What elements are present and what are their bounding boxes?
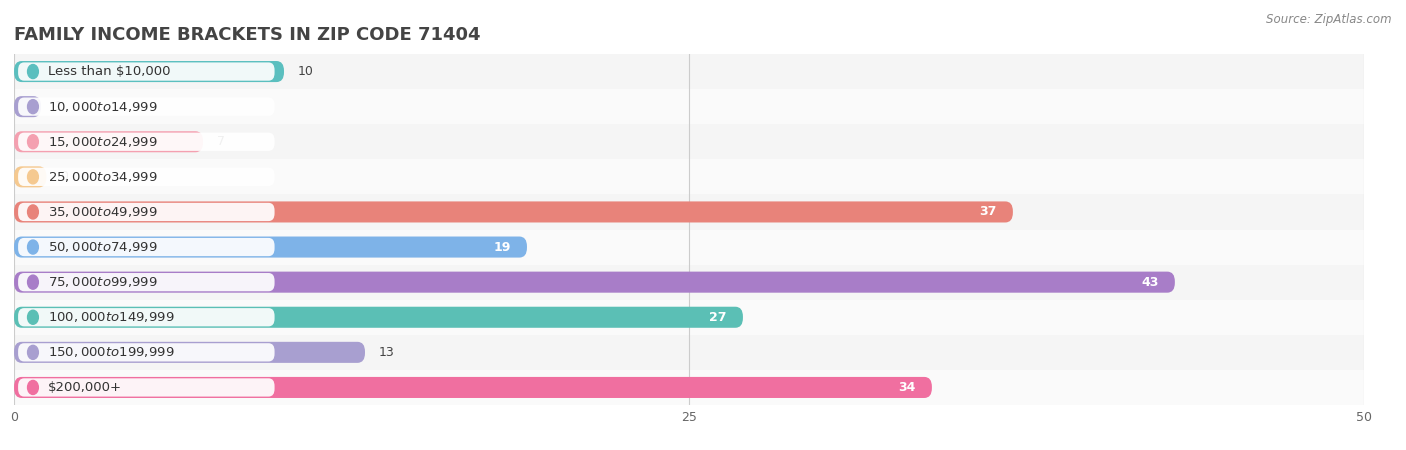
Text: 43: 43 xyxy=(1142,276,1159,288)
FancyBboxPatch shape xyxy=(18,378,274,396)
Text: Source: ZipAtlas.com: Source: ZipAtlas.com xyxy=(1267,14,1392,27)
FancyBboxPatch shape xyxy=(14,61,284,82)
Text: 1: 1 xyxy=(55,100,62,113)
Circle shape xyxy=(28,275,38,289)
Text: $200,000+: $200,000+ xyxy=(48,381,122,394)
Bar xyxy=(14,54,1364,89)
FancyBboxPatch shape xyxy=(18,238,274,256)
Bar xyxy=(14,89,1364,124)
Bar xyxy=(14,265,1364,300)
Circle shape xyxy=(28,310,38,324)
Bar xyxy=(14,230,1364,265)
FancyBboxPatch shape xyxy=(14,237,527,257)
Text: 27: 27 xyxy=(709,311,727,324)
FancyBboxPatch shape xyxy=(18,133,274,151)
Text: $25,000 to $34,999: $25,000 to $34,999 xyxy=(48,170,157,184)
Circle shape xyxy=(28,135,38,149)
Text: $100,000 to $149,999: $100,000 to $149,999 xyxy=(48,310,174,324)
Bar xyxy=(14,335,1364,370)
FancyBboxPatch shape xyxy=(18,343,274,361)
Circle shape xyxy=(28,380,38,395)
FancyBboxPatch shape xyxy=(14,96,41,117)
Bar xyxy=(14,159,1364,194)
Text: 34: 34 xyxy=(898,381,915,394)
Circle shape xyxy=(28,345,38,360)
Text: 19: 19 xyxy=(494,241,510,253)
FancyBboxPatch shape xyxy=(18,203,274,221)
Circle shape xyxy=(28,240,38,254)
FancyBboxPatch shape xyxy=(18,308,274,326)
FancyBboxPatch shape xyxy=(14,272,1175,292)
Text: 37: 37 xyxy=(980,206,997,218)
Text: $150,000 to $199,999: $150,000 to $199,999 xyxy=(48,345,174,360)
FancyBboxPatch shape xyxy=(14,307,742,328)
Circle shape xyxy=(28,205,38,219)
FancyBboxPatch shape xyxy=(14,131,202,152)
Bar xyxy=(14,370,1364,405)
Circle shape xyxy=(28,170,38,184)
FancyBboxPatch shape xyxy=(14,202,1012,222)
Text: FAMILY INCOME BRACKETS IN ZIP CODE 71404: FAMILY INCOME BRACKETS IN ZIP CODE 71404 xyxy=(14,26,481,44)
Text: $35,000 to $49,999: $35,000 to $49,999 xyxy=(48,205,157,219)
Bar xyxy=(14,300,1364,335)
Bar xyxy=(14,194,1364,230)
FancyBboxPatch shape xyxy=(14,342,366,363)
FancyBboxPatch shape xyxy=(14,377,932,398)
Text: 0: 0 xyxy=(60,171,67,183)
FancyBboxPatch shape xyxy=(14,166,46,187)
Text: 13: 13 xyxy=(378,346,394,359)
Circle shape xyxy=(28,99,38,114)
FancyBboxPatch shape xyxy=(18,168,274,186)
Text: $15,000 to $24,999: $15,000 to $24,999 xyxy=(48,135,157,149)
FancyBboxPatch shape xyxy=(18,63,274,81)
Text: Less than $10,000: Less than $10,000 xyxy=(48,65,170,78)
Text: 10: 10 xyxy=(298,65,314,78)
Text: $50,000 to $74,999: $50,000 to $74,999 xyxy=(48,240,157,254)
Text: $10,000 to $14,999: $10,000 to $14,999 xyxy=(48,99,157,114)
FancyBboxPatch shape xyxy=(18,273,274,291)
Text: 7: 7 xyxy=(217,135,225,148)
Text: $75,000 to $99,999: $75,000 to $99,999 xyxy=(48,275,157,289)
Circle shape xyxy=(28,64,38,79)
FancyBboxPatch shape xyxy=(18,98,274,116)
Bar xyxy=(14,124,1364,159)
